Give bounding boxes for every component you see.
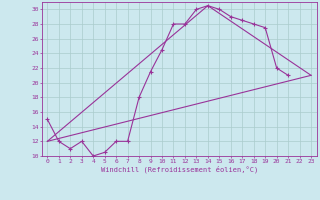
X-axis label: Windchill (Refroidissement éolien,°C): Windchill (Refroidissement éolien,°C) xyxy=(100,165,258,173)
